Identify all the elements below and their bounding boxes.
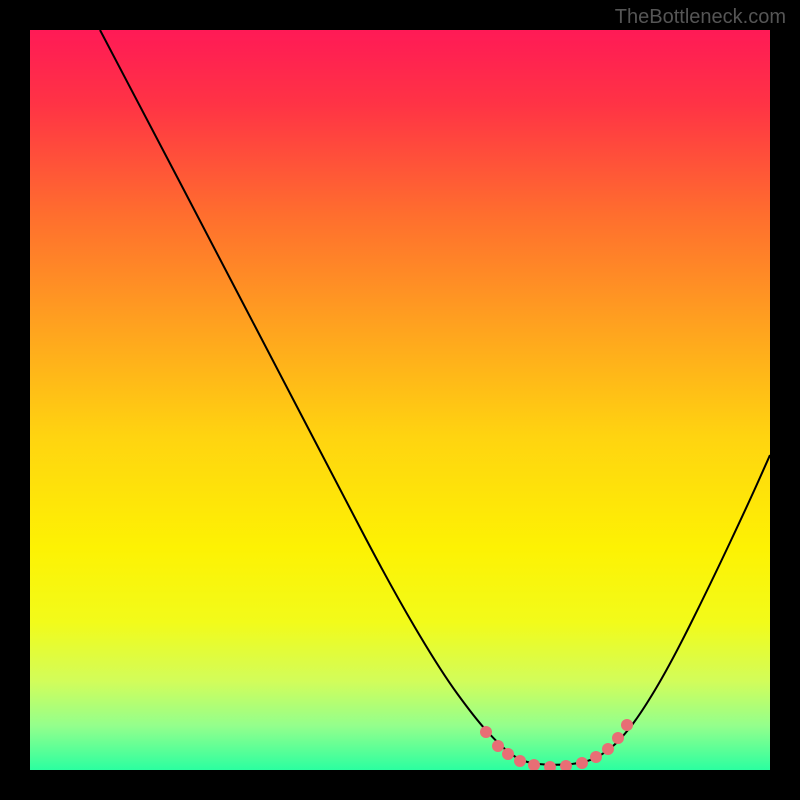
bottleneck-curve: [100, 30, 770, 765]
plot-area: [30, 30, 770, 770]
highlight-region: [480, 719, 633, 770]
curve-layer: [30, 30, 770, 770]
watermark-text: TheBottleneck.com: [615, 6, 786, 29]
